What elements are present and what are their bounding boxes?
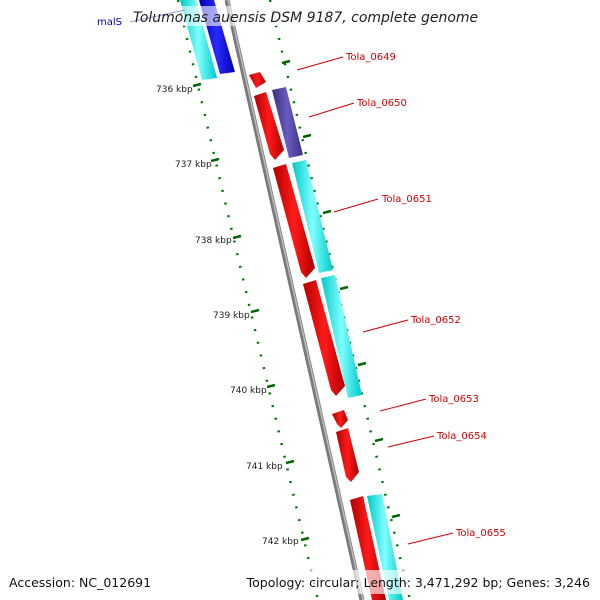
- gene-tola-0651-cyan[interactable]: [292, 160, 333, 273]
- tick-label-741: 741 kbp: [246, 462, 283, 472]
- tick-label-738: 738 kbp: [195, 236, 232, 246]
- tick-label-739: 739 kbp: [213, 311, 250, 321]
- gene-label-tola-0652[interactable]: Tola_0652: [410, 315, 461, 326]
- gene-tola-0650-purple[interactable]: [272, 87, 303, 158]
- gene-tola-0652-red[interactable]: [303, 280, 345, 396]
- genome-backbone: [224, 0, 365, 600]
- gene-tola-0651-red[interactable]: [273, 164, 315, 278]
- gene-tola-0654-red[interactable]: [336, 428, 359, 482]
- topology-text: Topology: circular; Length: 3,471,292 bp…: [246, 575, 590, 590]
- inner-major-ticks: [192, 82, 310, 542]
- gene-tola-0649[interactable]: [249, 72, 266, 88]
- gene-label-tola-0654[interactable]: Tola_0654: [436, 431, 487, 442]
- tick-label-737: 737 kbp: [175, 160, 212, 170]
- outer-major-ticks: [281, 59, 401, 519]
- gene-tola-0650-red[interactable]: [254, 92, 284, 160]
- gene-label-tola-0653[interactable]: Tola_0653: [428, 394, 479, 405]
- gene-label-malS[interactable]: malS: [97, 17, 122, 28]
- tick-label-740: 740 kbp: [230, 386, 267, 396]
- tick-label-736: 736 kbp: [156, 85, 193, 95]
- gene-tola-0653-red[interactable]: [332, 410, 348, 428]
- gene-label-tola-0655[interactable]: Tola_0655: [455, 528, 506, 539]
- gene-label-tola-0649[interactable]: Tola_0649: [345, 52, 396, 63]
- gene-label-tola-0651[interactable]: Tola_0651: [381, 194, 432, 205]
- accession-text: Accession: NC_012691: [9, 575, 151, 590]
- gene-tola-0652-cyan[interactable]: [321, 275, 362, 398]
- tick-label-742: 742 kbp: [262, 537, 299, 547]
- map-title: Tolumonas auensis DSM 9187, complete gen…: [133, 10, 478, 26]
- gene-label-tola-0650[interactable]: Tola_0650: [356, 98, 407, 109]
- label-leaders: [296, 56, 454, 545]
